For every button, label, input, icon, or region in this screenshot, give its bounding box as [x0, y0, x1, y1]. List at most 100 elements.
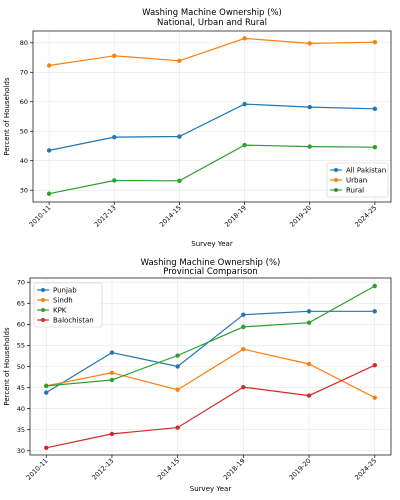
y-tick-label: 30	[20, 187, 28, 195]
series-line-all-pakistan	[48, 103, 375, 151]
y-tick-label: 40	[20, 157, 28, 165]
data-point	[372, 144, 378, 150]
legend-swatch-marker	[41, 288, 45, 292]
data-point	[44, 390, 49, 395]
y-tick-label: 65	[17, 300, 25, 308]
legend-box	[326, 162, 389, 198]
legend-label: Sindh	[53, 296, 73, 304]
y-tick-label: 50	[17, 363, 25, 371]
legend-label: Punjab	[53, 286, 77, 294]
x-tick-label: 2012-13	[93, 204, 118, 229]
series-line-balochistan	[46, 364, 376, 449]
data-point	[109, 377, 115, 383]
chart-panel-1: Washing Machine Ownership (%)National, U…	[3, 8, 392, 248]
data-point	[109, 350, 115, 355]
data-point	[175, 353, 180, 358]
data-point	[44, 445, 49, 451]
legend-label: Urban	[346, 176, 367, 184]
legend-label: All Pakistan	[346, 166, 386, 174]
data-point	[112, 53, 117, 58]
data-point	[175, 387, 180, 392]
x-tick-label: 2010-11	[25, 457, 50, 482]
legend-box	[33, 282, 103, 328]
y-tick-label: 30	[17, 447, 25, 455]
data-point	[241, 347, 246, 352]
plot-frame	[32, 30, 392, 203]
chart-title: Washing Machine Ownership (%)	[142, 8, 282, 18]
data-point	[241, 384, 246, 390]
data-point	[372, 395, 377, 400]
data-point	[372, 363, 377, 368]
data-point	[177, 134, 182, 139]
data-point	[307, 41, 312, 46]
data-point	[242, 36, 247, 41]
x-axis-label: Survey Year	[190, 485, 232, 493]
data-point	[175, 364, 180, 369]
data-point	[306, 309, 312, 314]
legend-swatch-marker	[41, 298, 45, 302]
x-tick-label: 2012-13	[90, 457, 115, 482]
data-point	[112, 178, 117, 183]
data-point	[372, 283, 377, 289]
x-tick-label: 2019-20	[288, 204, 313, 229]
x-tick-label: 2024-25	[353, 457, 378, 482]
data-point	[242, 142, 247, 148]
x-tick-label: 2010-11	[28, 204, 53, 229]
x-tick-label: 2018-19	[222, 457, 247, 482]
data-point	[306, 320, 312, 325]
series-line-sindh	[46, 348, 376, 399]
legend-swatch-marker	[41, 308, 45, 312]
series-line-urban	[49, 37, 375, 67]
data-point	[109, 370, 115, 376]
legend-swatch-marker	[334, 178, 338, 182]
legend: Punjab Sindh KPK Balochistan	[33, 282, 103, 328]
data-point	[306, 361, 312, 367]
y-tick-label: 60	[20, 98, 28, 106]
data-point	[46, 63, 52, 68]
legend-label: Balochistan	[53, 316, 94, 324]
legend-swatch-marker	[334, 188, 338, 192]
x-tick-label: 2018-19	[223, 204, 248, 229]
y-tick-label: 70	[20, 69, 28, 77]
legend: All Pakistan Urban Rural	[326, 162, 389, 198]
data-point	[44, 383, 49, 389]
y-tick-label: 60	[17, 321, 25, 329]
y-tick-label: 50	[20, 128, 28, 136]
data-point	[46, 191, 52, 196]
data-point	[46, 148, 52, 153]
data-point	[372, 40, 378, 45]
legend-label: KPK	[53, 306, 67, 314]
x-tick-label: 2014-15	[156, 457, 181, 482]
series-line-kpk	[46, 285, 376, 387]
legend-swatch-marker	[334, 168, 338, 172]
y-tick-label: 55	[17, 342, 25, 350]
data-point	[307, 104, 312, 110]
y-axis-label: Percent of Households	[3, 327, 11, 406]
data-point	[372, 106, 378, 112]
x-axis-label: Survey Year	[191, 240, 233, 248]
chart-panel-2: Washing Machine Ownership (%)Provincial …	[3, 258, 392, 493]
y-axis-label: Percent of Households	[3, 77, 11, 156]
data-point	[109, 431, 115, 437]
y-tick-label: 45	[17, 384, 25, 392]
x-tick-label: 2019-20	[288, 457, 313, 482]
legend-swatch-marker	[41, 318, 45, 322]
chart-subtitle: Provincial Comparison	[163, 267, 257, 277]
data-point	[372, 309, 377, 314]
data-point	[177, 178, 182, 183]
data-point	[241, 324, 246, 330]
y-tick-label: 35	[17, 426, 25, 434]
legend-label: Rural	[346, 186, 364, 194]
chart-title: Washing Machine Ownership (%)	[141, 258, 281, 268]
data-point	[175, 425, 180, 430]
y-tick-label: 40	[17, 405, 25, 413]
x-tick-label: 2014-15	[158, 204, 183, 229]
chart-subtitle: National, Urban and Rural	[157, 18, 267, 28]
data-point	[306, 393, 312, 398]
series-line-rural	[48, 144, 375, 195]
data-point	[242, 101, 247, 107]
y-tick-label: 80	[20, 39, 28, 47]
data-point	[112, 134, 117, 140]
data-point	[241, 312, 246, 317]
